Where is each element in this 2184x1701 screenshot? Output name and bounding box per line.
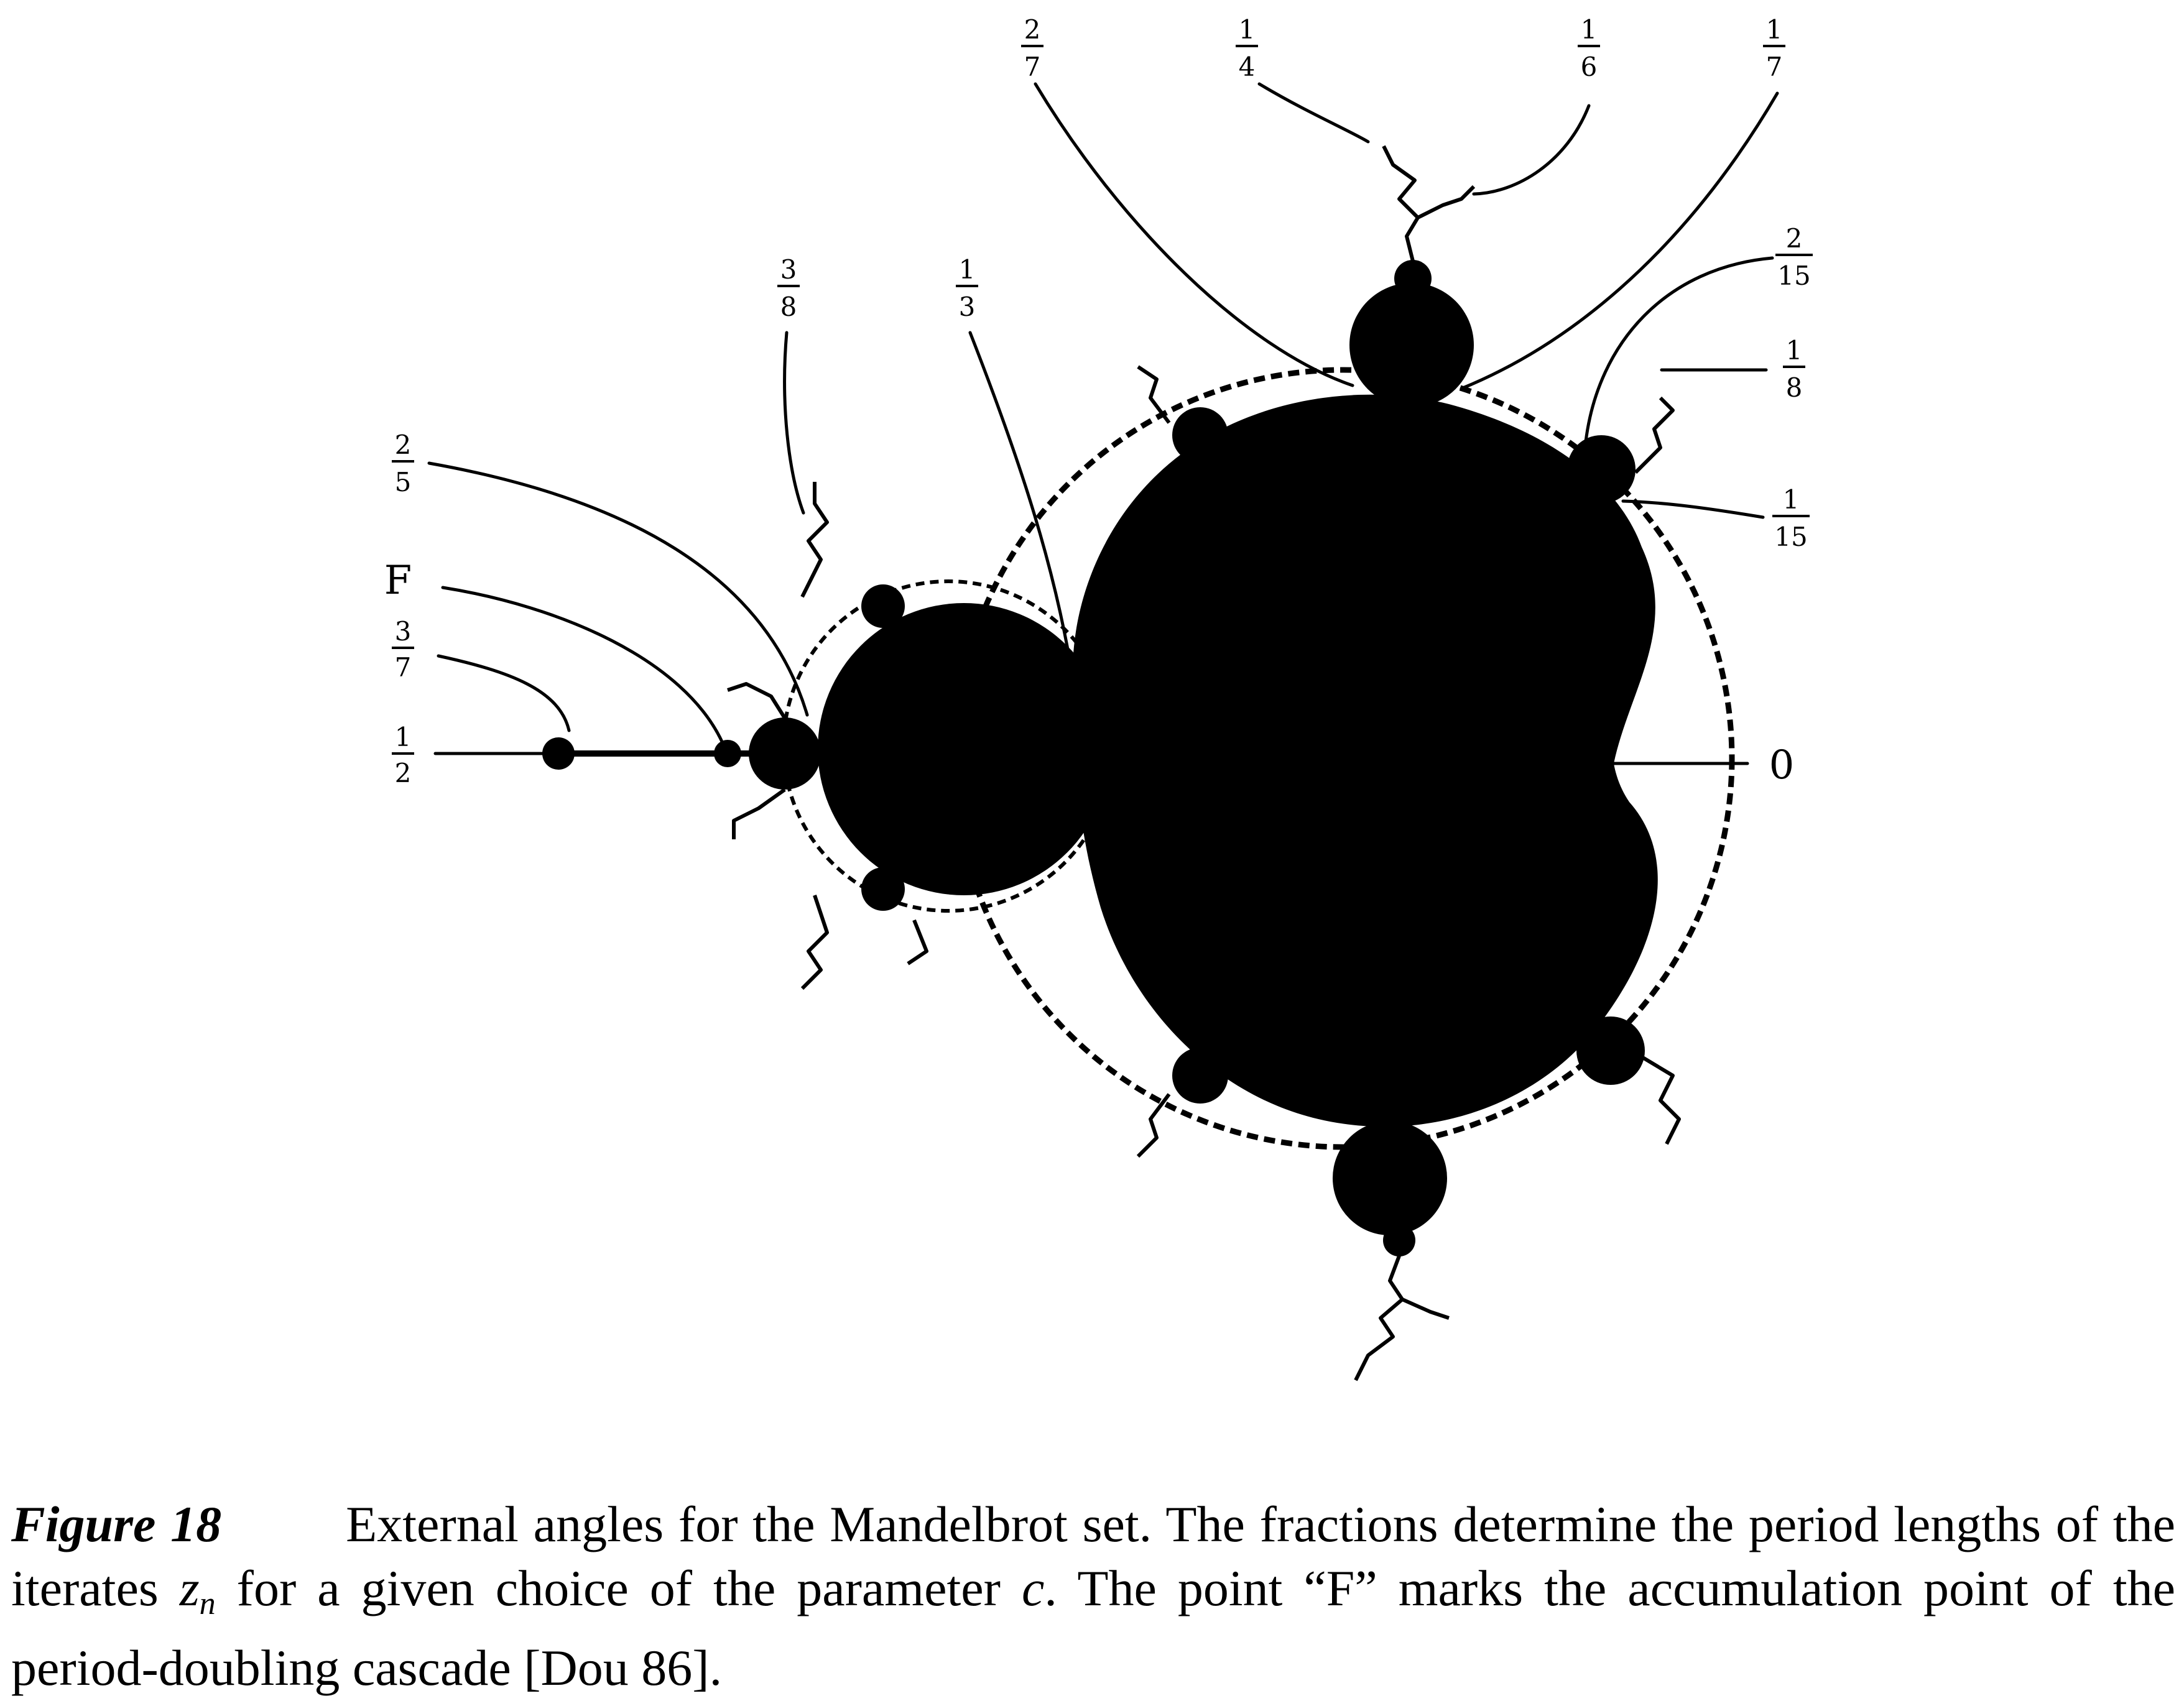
- external-rays: [427, 82, 1779, 765]
- label-one-third-den: 3: [959, 292, 976, 322]
- label-two-fifteenths: 2 15: [1775, 223, 1813, 291]
- mandelbrot-set: [542, 145, 1735, 1381]
- ray-one-fourth: [1257, 82, 1370, 144]
- period4-bulb: [749, 717, 821, 790]
- ray-one-sixth: [1472, 104, 1591, 196]
- bulb-p2-upper: [861, 584, 905, 628]
- main-cardioid: [1073, 394, 1658, 1127]
- mandelbrot-figure: 1 2 3 7 F 2 5 3 8 1 3: [384, 14, 1813, 1381]
- ray-F: [441, 586, 724, 745]
- caption-text-1: External angles for the Mandelbrot set. …: [11, 1496, 2175, 1616]
- label-one-seventh: 1 7: [1763, 14, 1785, 82]
- label-one-fourth: 1 4: [1236, 14, 1258, 82]
- label-two-fifteenths-num: 2: [1786, 223, 1803, 254]
- label-one-third-num: 1: [959, 254, 976, 285]
- filament-top-right: [1417, 185, 1476, 219]
- label-one-fourth-num: 1: [1239, 14, 1256, 45]
- label-zero: 0: [1769, 742, 1795, 788]
- caption-variable: z: [179, 1560, 200, 1616]
- filament-p4-upper: [727, 682, 787, 719]
- caption-text-3: . The point “F” marks the accumulation p…: [11, 1560, 2176, 1696]
- label-two-fifteenths-den: 15: [1777, 260, 1810, 291]
- ray-two-fifths: [427, 461, 809, 717]
- filament-left-upper: [800, 482, 829, 598]
- label-half-den: 2: [395, 758, 412, 788]
- bulb-p2-lower: [861, 867, 905, 911]
- filament-right-upper: [1634, 396, 1675, 474]
- label-half-num: 1: [395, 722, 412, 752]
- label-one-fifteenth-den: 15: [1774, 522, 1807, 552]
- filament-cardioid-upper-left: [1137, 365, 1171, 424]
- ray-one-seventh: [1460, 91, 1779, 390]
- filament-p2-lower: [907, 919, 928, 966]
- label-one-sixth-den: 6: [1581, 52, 1598, 82]
- bulb-lower-right: [1576, 1016, 1645, 1085]
- ray-three-sevenths: [437, 654, 571, 732]
- label-three-eighths-num: 3: [780, 254, 797, 285]
- label-two-sevenths: 2 7: [1021, 14, 1043, 82]
- bulb-lower-left: [1172, 1048, 1228, 1104]
- caption-variable-subscript: n: [199, 1586, 216, 1621]
- label-three-eighths: 3 8: [777, 254, 800, 322]
- label-one-eighth-den: 8: [1786, 372, 1803, 403]
- bulb-upper-left: [1172, 407, 1228, 463]
- label-one-fifteenth-num: 1: [1783, 484, 1800, 515]
- ray-three-eighths: [783, 331, 805, 515]
- label-three-sevenths-num: 3: [395, 616, 412, 647]
- bottom-small-bulb: [1383, 1224, 1415, 1256]
- period2-bulb: [818, 603, 1110, 895]
- label-two-fifths-den: 5: [395, 467, 412, 497]
- caption-text-2: for a given choice of the parameter: [215, 1560, 1022, 1616]
- label-one-eighth-num: 1: [1786, 335, 1803, 366]
- label-three-sevenths-den: 7: [395, 652, 412, 683]
- ray-two-fifteenths: [1584, 256, 1774, 443]
- ray-one-fifteenth: [1621, 499, 1765, 519]
- filament-left-lower: [800, 895, 829, 990]
- label-one-fourth-den: 4: [1239, 52, 1256, 82]
- label-two-fifths: 2 5: [392, 430, 414, 497]
- label-three-eighths-den: 8: [780, 292, 797, 322]
- label-half: 1 2: [392, 722, 414, 788]
- label-one-seventh-num: 1: [1766, 14, 1783, 45]
- filament-top: [1382, 145, 1420, 262]
- label-one-third: 1 3: [956, 254, 978, 322]
- label-three-sevenths: 3 7: [392, 616, 414, 683]
- label-one-eighth: 1 8: [1783, 335, 1805, 403]
- label-one-sixth-num: 1: [1581, 14, 1598, 45]
- label-two-sevenths-den: 7: [1024, 52, 1041, 82]
- bottom-bulb: [1333, 1121, 1447, 1235]
- filament-p4-lower: [732, 788, 786, 839]
- top-bulb: [1349, 283, 1474, 407]
- label-one-sixth: 1 6: [1578, 14, 1600, 82]
- filament-right-lower: [1640, 1055, 1681, 1145]
- ray-two-sevenths: [1034, 82, 1354, 387]
- filament-bottom-right: [1401, 1298, 1450, 1320]
- label-two-fifths-num: 2: [395, 430, 412, 460]
- top-small-bulb: [1394, 260, 1432, 297]
- figure-caption: Figure 18 External angles for the Mandelb…: [11, 1492, 2175, 1700]
- angle-labels: 1 2 3 7 F 2 5 3 8 1 3: [384, 14, 1813, 788]
- caption-parameter: c: [1021, 1560, 1045, 1616]
- label-two-sevenths-num: 2: [1024, 14, 1041, 45]
- label-one-fifteenth: 1 15: [1772, 484, 1810, 552]
- label-one-seventh-den: 7: [1766, 52, 1783, 82]
- filament-cardioid-lower-left: [1136, 1093, 1171, 1158]
- bulb-upper-right: [1567, 435, 1636, 504]
- filament-bottom: [1354, 1255, 1404, 1381]
- ray-one-third: [968, 331, 1076, 692]
- label-F: F: [384, 558, 412, 604]
- figure-label: Figure 18: [11, 1496, 222, 1552]
